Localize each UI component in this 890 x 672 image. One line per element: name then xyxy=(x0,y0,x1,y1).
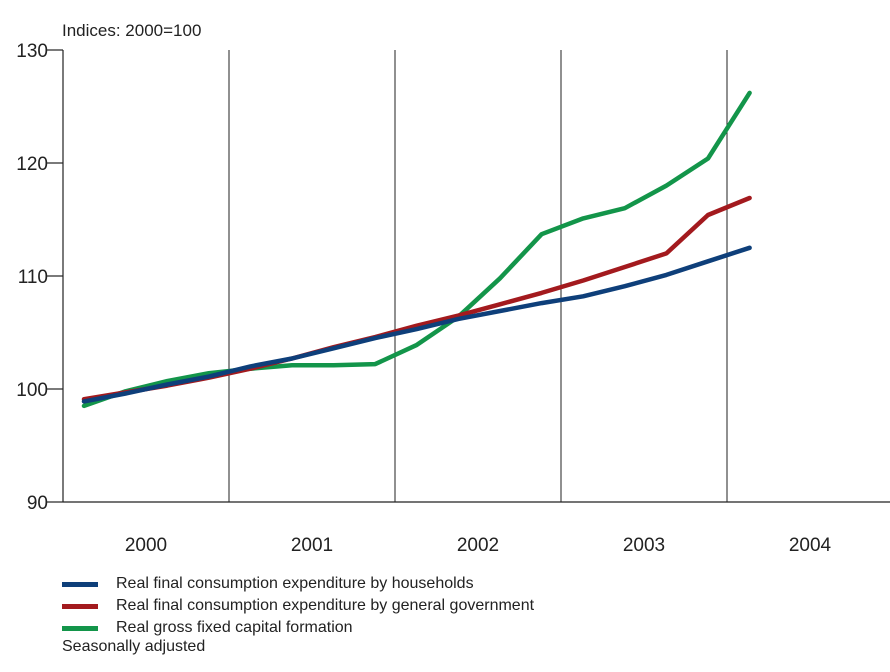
series-line-1 xyxy=(81,195,752,402)
y-tick-label: 90 xyxy=(27,493,48,514)
legend: Real final consumption expenditure by ho… xyxy=(62,573,534,639)
legend-swatch-government xyxy=(62,603,98,609)
x-tick-label: 2002 xyxy=(457,535,499,556)
series-line-0 xyxy=(81,245,752,404)
legend-item-households: Real final consumption expenditure by ho… xyxy=(62,573,534,595)
legend-item-gfcf: Real gross fixed capital formation xyxy=(62,617,534,639)
x-tick-label: 2003 xyxy=(623,535,665,556)
year-gridlines xyxy=(228,50,728,502)
legend-swatch-gfcf xyxy=(62,625,98,631)
legend-swatch-households xyxy=(62,581,98,587)
y-tick-label: 130 xyxy=(16,41,48,62)
legend-label-government: Real final consumption expenditure by ge… xyxy=(116,597,535,614)
legend-label-households: Real final consumption expenditure by ho… xyxy=(116,575,474,592)
legend-item-government: Real final consumption expenditure by ge… xyxy=(62,595,534,617)
legend-label-gfcf: Real gross fixed capital formation xyxy=(116,619,353,636)
y-axis-label: Indices: 2000=100 xyxy=(62,21,201,40)
y-tick-label: 120 xyxy=(16,154,48,175)
x-tick-label: 2004 xyxy=(789,535,832,556)
footnote: Seasonally adjusted xyxy=(62,638,206,655)
y-tick-label: 110 xyxy=(18,267,48,288)
y-tick-label: 100 xyxy=(16,380,48,401)
series-lines xyxy=(81,90,752,409)
series-line-2 xyxy=(81,90,752,409)
x-tick-label: 2000 xyxy=(125,535,167,556)
y-ticks: 90 100 110 120 130 xyxy=(16,41,63,514)
x-tick-labels: 2000 2001 2002 2003 2004 xyxy=(125,535,832,556)
x-tick-label: 2001 xyxy=(291,535,333,556)
